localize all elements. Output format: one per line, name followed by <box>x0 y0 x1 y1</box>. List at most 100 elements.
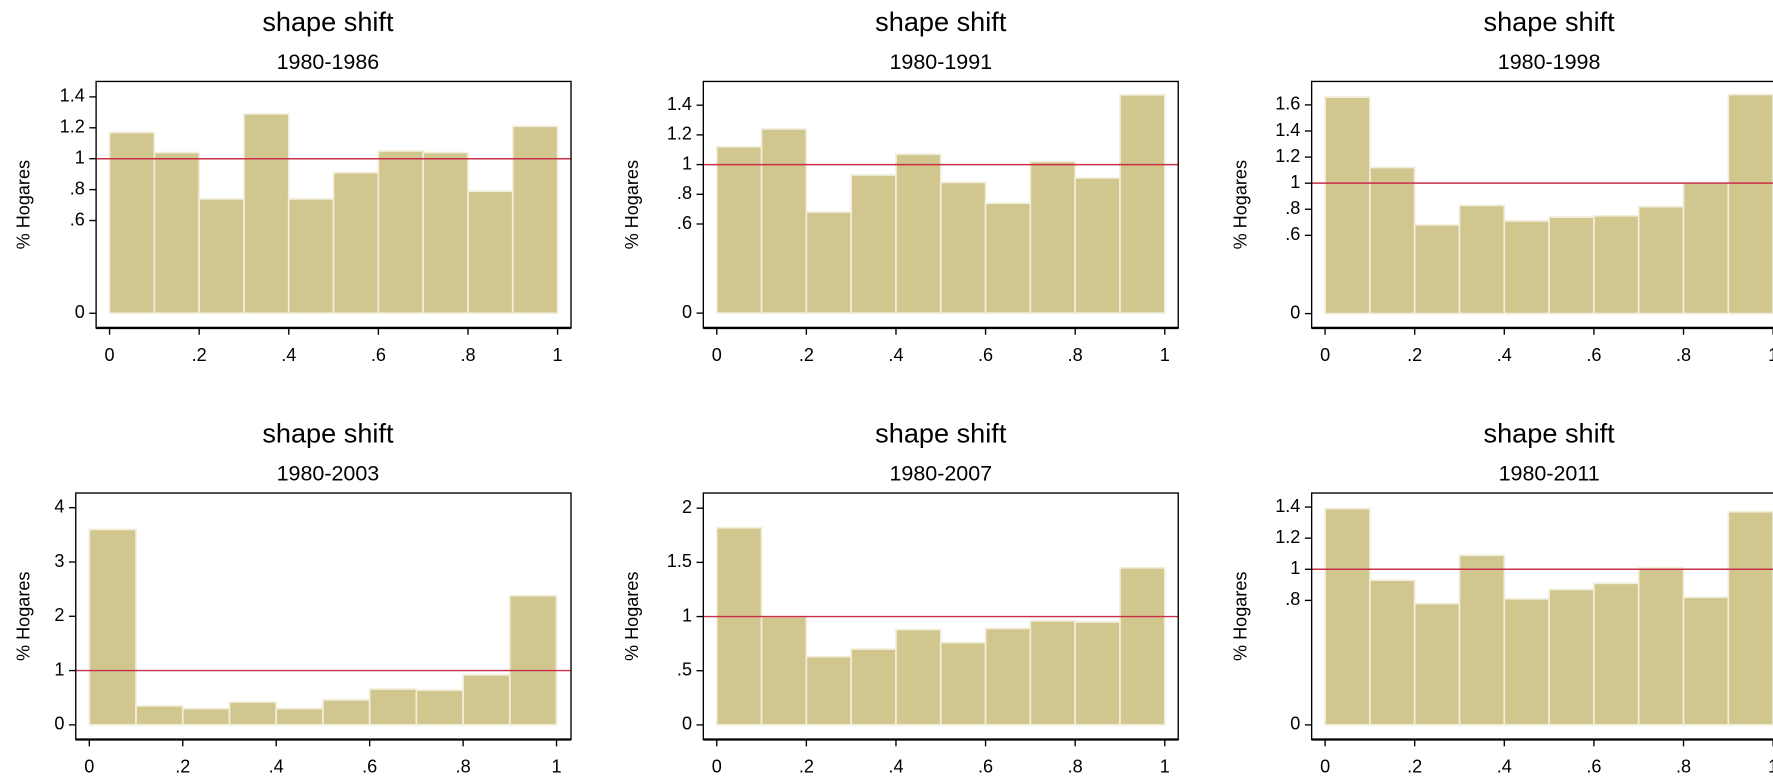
bar <box>1593 582 1640 726</box>
x-tick-label: .8 <box>1676 757 1691 777</box>
bar <box>198 198 245 315</box>
y-tick-label: 1.2 <box>667 124 692 144</box>
y-tick-label: .8 <box>70 178 85 198</box>
bar <box>1682 596 1730 726</box>
bar <box>760 128 808 314</box>
bar <box>181 707 231 726</box>
bar <box>1727 93 1773 315</box>
bar <box>1413 602 1461 726</box>
y-tick-label: 1.2 <box>1275 527 1300 547</box>
y-tick-label: .6 <box>70 209 85 229</box>
y-tick-label: 0 <box>682 302 692 322</box>
bar <box>805 655 853 726</box>
y-axis-label: % Hogares <box>1230 160 1250 249</box>
bar <box>1548 216 1595 315</box>
bar <box>805 211 853 314</box>
x-tick-label: 1 <box>1768 757 1773 777</box>
y-tick-label: 1.4 <box>1275 496 1300 516</box>
y-tick-label: 1 <box>682 605 692 625</box>
x-tick-label: .8 <box>456 757 471 777</box>
y-tick-label: .6 <box>677 213 692 233</box>
y-tick-label: 0 <box>682 714 692 734</box>
bar <box>332 171 380 315</box>
bar <box>850 648 897 726</box>
y-tick-label: 2 <box>54 605 64 625</box>
bar <box>1503 220 1550 315</box>
y-tick-label: 4 <box>54 496 64 516</box>
bar <box>760 615 808 726</box>
y-tick-label: 0 <box>1290 302 1300 322</box>
chart-subtitle: 1980-2007 <box>889 462 992 486</box>
y-axis-label: % Hogares <box>14 160 34 249</box>
bar <box>1458 204 1506 315</box>
bar <box>1029 620 1077 726</box>
y-tick-label: 1.4 <box>60 86 85 106</box>
bar <box>1682 182 1730 315</box>
y-tick-label: .8 <box>1285 589 1300 609</box>
chart-subtitle: 1980-2003 <box>277 462 380 486</box>
x-tick-label: .2 <box>799 757 814 777</box>
x-tick-label: .6 <box>978 345 993 365</box>
chart-title: shape shift <box>875 418 1007 449</box>
chart-subtitle: 1980-1998 <box>1498 50 1601 74</box>
x-tick-label: .8 <box>1068 345 1083 365</box>
bar <box>715 526 763 726</box>
bar <box>135 705 184 726</box>
bar <box>895 153 942 314</box>
y-tick-label: 1 <box>54 659 64 679</box>
y-tick-label: 1 <box>75 147 85 167</box>
y-tick-label: 1.5 <box>667 551 692 571</box>
bar <box>984 202 1032 314</box>
y-tick-label: 2 <box>682 497 692 517</box>
y-tick-label: 0 <box>75 302 85 322</box>
y-tick-label: .6 <box>1285 224 1300 244</box>
y-tick-label: 3 <box>54 551 64 571</box>
y-tick-label: 1 <box>1290 172 1300 192</box>
chart-subtitle: 1980-1986 <box>277 50 380 74</box>
bar <box>462 674 511 726</box>
bar <box>1637 566 1685 726</box>
x-tick-label: .2 <box>175 757 190 777</box>
x-tick-label: .6 <box>978 757 993 777</box>
x-tick-label: 0 <box>1320 757 1330 777</box>
x-tick-label: .2 <box>1407 757 1422 777</box>
bar <box>850 174 897 314</box>
bar <box>1503 598 1550 726</box>
x-tick-label: 1 <box>552 757 562 777</box>
bar <box>511 125 559 315</box>
bar <box>322 699 371 726</box>
bar <box>422 151 469 315</box>
bar <box>508 594 558 726</box>
x-tick-label: .4 <box>888 757 903 777</box>
y-tick-label: .8 <box>677 183 692 203</box>
bar <box>984 627 1032 726</box>
x-tick-label: .8 <box>1068 757 1083 777</box>
bar <box>1637 205 1685 315</box>
chart-subtitle: 1980-2011 <box>1499 462 1600 486</box>
x-tick-label: .8 <box>1676 345 1691 365</box>
y-tick-label: 1 <box>1290 558 1300 578</box>
y-axis-label: % Hogares <box>622 572 642 661</box>
y-axis-label: % Hogares <box>14 572 34 661</box>
bar <box>1029 160 1077 314</box>
bar <box>939 181 987 314</box>
chart-title: shape shift <box>262 6 394 37</box>
x-tick-label: .2 <box>192 345 207 365</box>
bar <box>415 689 464 726</box>
bar <box>895 628 942 726</box>
y-tick-label: 0 <box>54 714 64 734</box>
bar <box>1369 166 1416 315</box>
x-tick-label: .4 <box>1497 757 1512 777</box>
bar <box>1119 566 1166 726</box>
x-tick-label: .4 <box>269 757 284 777</box>
bar <box>1074 177 1121 314</box>
x-tick-label: .6 <box>1586 757 1601 777</box>
bar <box>1458 554 1506 726</box>
y-axis-label: % Hogares <box>1230 572 1250 661</box>
x-tick-label: .4 <box>1497 345 1512 365</box>
bar <box>1324 507 1371 726</box>
x-tick-label: 1 <box>1768 345 1773 365</box>
bar <box>287 198 335 315</box>
y-tick-label: .8 <box>1285 198 1300 218</box>
